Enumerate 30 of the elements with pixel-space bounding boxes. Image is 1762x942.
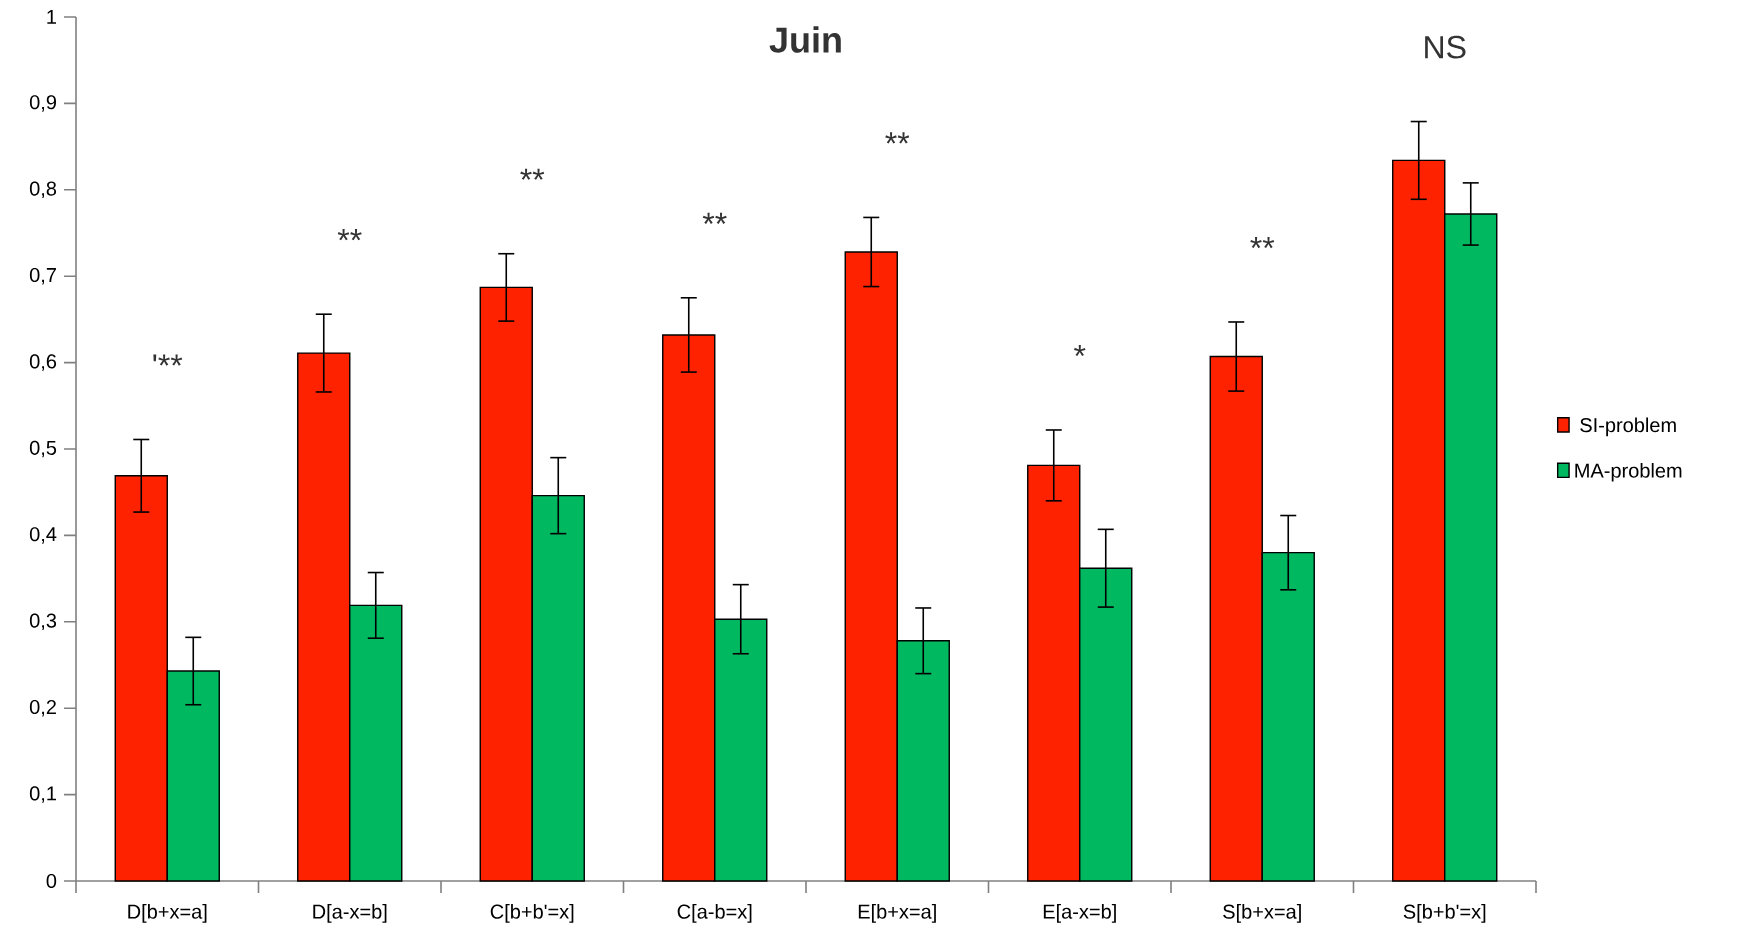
annotation: ** xyxy=(885,132,910,144)
chart-title: Juin xyxy=(769,26,841,53)
annotation: '** xyxy=(153,354,183,366)
y-tick-label: 0 xyxy=(46,873,57,889)
y-tick-label: 0,7 xyxy=(29,267,56,285)
annotation: ** xyxy=(520,168,545,180)
x-tick-label: C[b+b'=x] xyxy=(490,904,574,923)
y-tick-label: 0,2 xyxy=(29,699,56,717)
y-tick-label: 0,1 xyxy=(29,786,56,803)
legend-label: MA-problem xyxy=(1575,462,1682,482)
y-tick-label: 0,4 xyxy=(29,527,57,544)
x-tick-label: S[b+b'=x] xyxy=(1403,904,1486,923)
annotation: ** xyxy=(702,212,727,224)
x-tick-label: E[b+x=a] xyxy=(858,904,936,923)
y-tick-label: 1 xyxy=(47,10,56,24)
x-tick-label: C[a-b=x] xyxy=(677,904,752,923)
x-tick-label: S[b+x=a] xyxy=(1223,904,1301,923)
y-tick-label: 0,8 xyxy=(29,181,57,199)
y-tick-label: 0,6 xyxy=(29,354,57,371)
annotation: ** xyxy=(337,229,362,241)
x-tick-label: E[a-x=b] xyxy=(1043,904,1116,923)
annotation: NS xyxy=(1425,35,1466,59)
annotation: ** xyxy=(1250,236,1275,249)
annotation: * xyxy=(1074,344,1086,357)
y-tick-label: 0,5 xyxy=(29,440,57,458)
legend-label: SI-problem xyxy=(1580,417,1676,437)
y-tick-label: 0,9 xyxy=(29,95,57,112)
x-tick-label: D[b+x=a] xyxy=(128,904,207,923)
x-tick-label: D[a-x=b] xyxy=(313,904,387,923)
y-tick-label: 0,3 xyxy=(29,613,57,631)
